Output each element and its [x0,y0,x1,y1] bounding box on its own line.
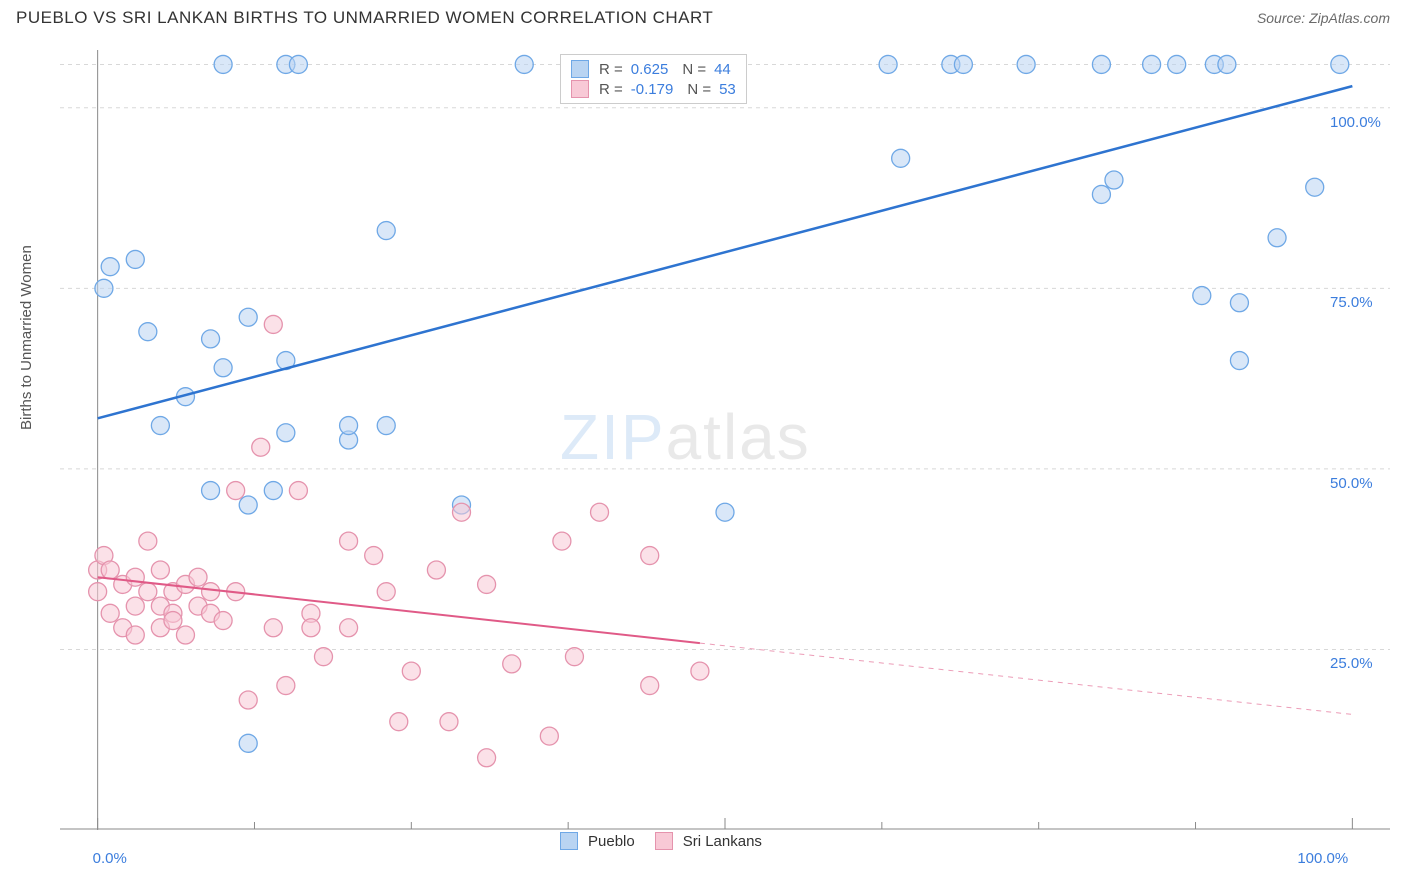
r-value: 0.625 [631,61,669,78]
correlation-legend: R = 0.625 N = 44 R = -0.179 N = 53 [560,54,747,104]
x-tick-label: 100.0% [1297,850,1348,867]
r-label: R = [599,61,623,78]
n-label: N = [687,81,711,98]
legend-row: R = 0.625 N = 44 [571,59,736,79]
chart-title: PUEBLO VS SRI LANKAN BIRTHS TO UNMARRIED… [16,8,713,28]
n-label: N = [682,61,706,78]
y-tick-label: 75.0% [1330,294,1373,311]
series-legend: Pueblo Sri Lankans [560,832,762,850]
x-tick-label: 0.0% [93,850,127,867]
legend-swatch [560,832,578,850]
scatter-chart-svg [60,50,1390,830]
n-value: 44 [714,61,731,78]
chart-area [60,50,1390,830]
legend-label: Sri Lankans [683,833,762,850]
legend-swatch [571,80,589,98]
legend-swatch [655,832,673,850]
r-value: -0.179 [631,81,674,98]
n-value: 53 [719,81,736,98]
legend-item: Sri Lankans [655,832,762,850]
y-tick-label: 25.0% [1330,655,1373,672]
y-tick-label: 50.0% [1330,475,1373,492]
y-axis-label: Births to Unmarried Women [18,245,35,430]
source-label: Source: ZipAtlas.com [1257,10,1390,26]
y-tick-label: 100.0% [1330,114,1381,131]
legend-row: R = -0.179 N = 53 [571,79,736,99]
legend-label: Pueblo [588,833,635,850]
r-label: R = [599,81,623,98]
legend-item: Pueblo [560,832,635,850]
legend-swatch [571,60,589,78]
